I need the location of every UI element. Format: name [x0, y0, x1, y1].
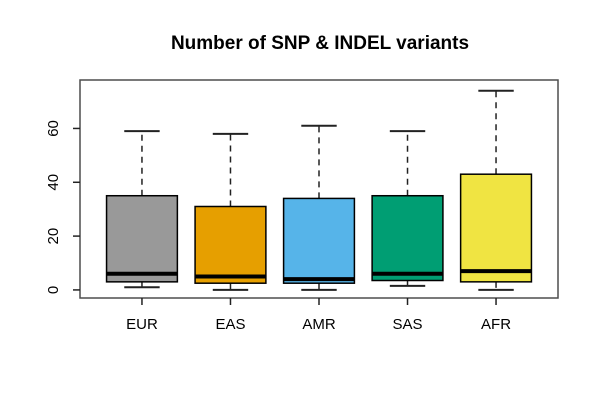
- box-group-eur: [105, 130, 179, 289]
- x-tick-label-eur: EUR: [126, 316, 158, 333]
- y-axis: 0 20 40 60: [45, 120, 80, 294]
- box-group-afr: [459, 89, 533, 291]
- y-tick-label: 20: [45, 228, 62, 245]
- y-tick-label: 60: [45, 120, 62, 137]
- y-tick-label: 40: [45, 174, 62, 191]
- iqr-box-eas: [194, 205, 267, 284]
- iqr-box-eur: [105, 194, 179, 283]
- x-tick-label-afr: AFR: [481, 316, 511, 333]
- box-group-sas: [371, 130, 444, 287]
- x-axis: EUR EAS AMR SAS AFR: [126, 298, 511, 333]
- boxes-layer: [105, 89, 533, 291]
- iqr-box-sas: [371, 194, 444, 282]
- box-group-eas: [194, 132, 267, 291]
- iqr-box-amr: [282, 197, 356, 284]
- x-tick-label-sas: SAS: [393, 316, 423, 333]
- chart-title: Number of SNP & INDEL variants: [171, 33, 469, 54]
- iqr-box-afr: [459, 173, 533, 283]
- x-tick-label-amr: AMR: [302, 316, 336, 333]
- box-group-amr: [282, 124, 356, 291]
- y-tick-label: 0: [45, 286, 62, 294]
- x-tick-label-eas: EAS: [215, 316, 245, 333]
